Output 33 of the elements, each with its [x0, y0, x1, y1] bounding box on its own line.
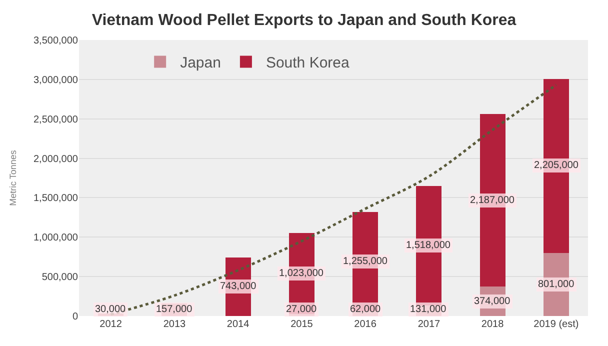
- data-label: 27,000: [286, 304, 318, 315]
- data-label: 62,000: [350, 304, 382, 315]
- x-tick-label: 2018: [481, 319, 504, 330]
- x-tick-label: 2013: [163, 319, 186, 330]
- legend-label: South Korea: [266, 54, 350, 72]
- data-label: 1,023,000: [279, 268, 324, 279]
- data-label: 374,000: [474, 296, 511, 307]
- y-axis-title: Metric Tonnes: [8, 150, 18, 206]
- data-label: 131,000: [410, 304, 447, 315]
- x-tick-label: 2015: [290, 319, 314, 330]
- data-label: 801,000: [538, 279, 575, 290]
- data-label: 30,000: [95, 304, 126, 315]
- data-label: 157,000: [156, 304, 193, 315]
- x-tick-label: 2014: [226, 319, 250, 330]
- data-label: 2,187,000: [470, 195, 515, 206]
- x-tick-label: 2019 (est): [534, 319, 579, 330]
- data-label: 1,518,000: [406, 240, 451, 251]
- data-label: 1,255,000: [343, 256, 388, 267]
- y-tick-label: 500,000: [42, 272, 78, 284]
- chart-title: Vietnam Wood Pellet Exports to Japan and South Korea: [92, 12, 516, 30]
- x-tick-label: 2016: [354, 319, 377, 330]
- data-label: 2,205,000: [534, 160, 579, 171]
- x-tick-label: 2012: [100, 319, 122, 330]
- y-tick-label: 2,500,000: [34, 114, 78, 126]
- y-tick-label: 1,500,000: [34, 193, 78, 204]
- x-tick-label: 2017: [418, 319, 440, 330]
- y-tick-label: 3,500,000: [34, 36, 78, 46]
- y-tick-label: 1,000,000: [34, 232, 78, 244]
- legend-label: Japan: [180, 54, 221, 72]
- y-tick-label: 0: [72, 312, 78, 322]
- data-label: 743,000: [220, 281, 257, 292]
- y-tick-label: 3,000,000: [34, 74, 78, 86]
- y-tick-label: 2,000,000: [34, 154, 78, 165]
